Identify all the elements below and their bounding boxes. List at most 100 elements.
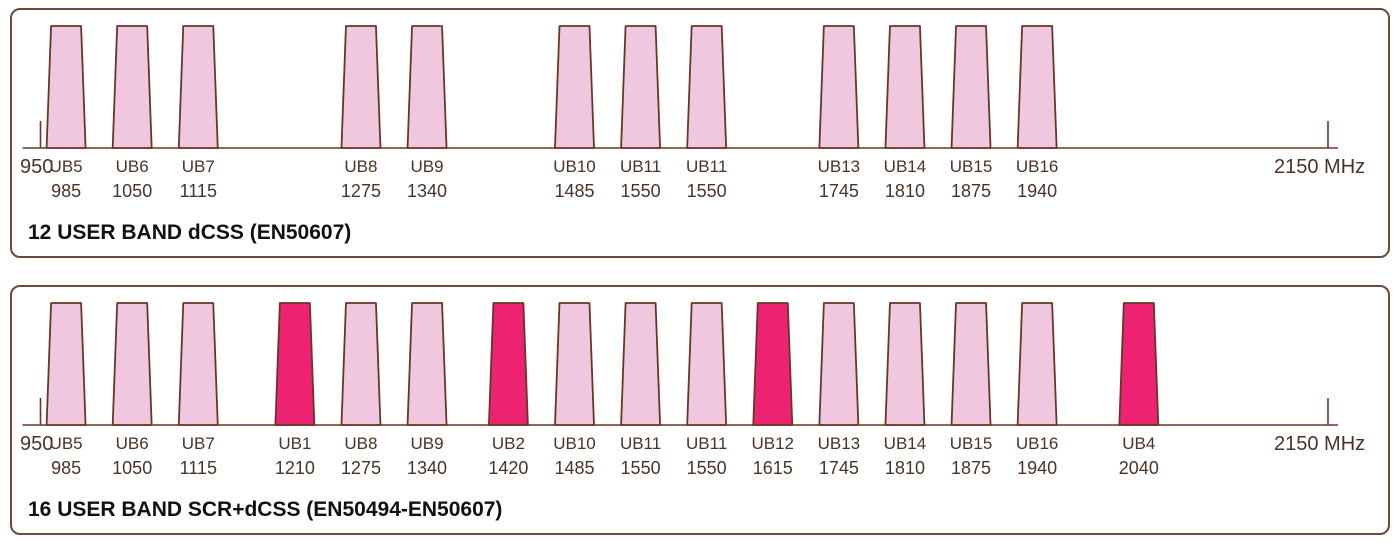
band-shape [950,302,992,426]
band-name-label: UB10 [553,157,596,176]
band-shape [686,302,728,426]
band-shape [111,302,153,426]
band-name-label: UB15 [950,434,993,453]
axis-end-label: 2150 MHz [1274,156,1365,178]
band-name-label: UB7 [182,434,215,453]
user-band-ub12: UB12 1615 [751,302,794,478]
user-band-ub13: UB13 1745 [818,302,861,478]
user-band-ub14: UB14 1810 [884,302,927,478]
band-name-label: UB12 [751,434,794,453]
band-name-label: UB1 [278,434,311,453]
band-shape [111,25,153,149]
axis-end-label: 2150 MHz [1274,433,1365,455]
band-frequency-label: 1550 [687,181,727,201]
band-frequency-label: 1050 [112,458,152,478]
band-shape [45,25,87,149]
band-name-label: UB15 [950,157,993,176]
user-band-ub11: UB11 1550 [620,25,661,201]
user-band-ub11: UB11 1550 [620,302,661,478]
user-band-ub2: UB2 1420 [487,302,529,478]
band-frequency-label: 1745 [819,458,859,478]
band-name-label: UB16 [1016,157,1059,176]
diagram-caption: 16 USER BAND SCR+dCSS (EN50494-EN50607) [28,498,503,521]
user-band-ub1: UB1 1210 [274,302,316,478]
band-shape [406,25,448,149]
band-name-label: UB2 [492,434,525,453]
band-frequency-label: 1485 [554,458,594,478]
user-band-ub15: UB15 1875 [950,25,993,201]
band-frequency-label: 985 [51,458,81,478]
user-band-ub9: UB9 1340 [406,302,448,478]
band-name-label: UB11 [620,157,661,176]
user-band-ub8: UB8 1275 [340,302,382,478]
user-band-ub16: UB16 1940 [1016,25,1059,201]
axis-start-label: 950 [20,156,53,178]
band-shape [554,302,595,426]
band-frequency-label: 1275 [341,181,381,201]
band-name-label: UB8 [344,434,377,453]
band-frequency-label: 1340 [407,181,447,201]
user-band-ub6: UB6 1050 [111,302,153,478]
band-shape [950,25,992,149]
band-shape [177,25,219,149]
band-frequency-label: 2040 [1119,458,1159,478]
band-shape [340,25,382,149]
band-shape [487,302,529,426]
band-frequency-label: 1810 [885,181,925,201]
user-band-ub6: UB6 1050 [111,25,153,201]
band-frequency-label: 1050 [112,181,152,201]
user-band-ub10: UB10 1485 [553,302,596,478]
band-shape [406,302,448,426]
band-frequency-label: 1940 [1017,458,1057,478]
band-shape [686,25,728,149]
band-frequency-label: 1940 [1017,181,1057,201]
band-frequency-label: 1810 [885,458,925,478]
band-frequency-label: 1875 [951,181,991,201]
band-name-label: UB6 [116,434,149,453]
band-name-label: UB5 [50,434,83,453]
band-frequency-label: 1550 [621,458,661,478]
band-name-label: UB13 [818,434,861,453]
band-shape [818,302,860,426]
band-name-label: UB9 [411,157,444,176]
band-shape [884,302,926,426]
band-frequency-label: 1210 [275,458,315,478]
user-band-ub9: UB9 1340 [406,25,448,201]
band-shape [1016,302,1058,426]
band-frequency-label: 1875 [951,458,991,478]
axis-start-label: 950 [20,433,53,455]
user-band-ub7: UB7 1115 [177,25,219,201]
user-band-ub14: UB14 1810 [884,25,927,201]
user-band-ub16: UB16 1940 [1016,302,1059,478]
band-name-label: UB5 [50,157,83,176]
band-frequency-label: 1275 [341,458,381,478]
band-name-label: UB14 [884,157,927,176]
user-band-ub7: UB7 1115 [177,302,219,478]
band-frequency-label: 1115 [180,458,217,478]
band-shape [620,302,661,426]
band-frequency-label: 1340 [407,458,447,478]
band-frequency-label: 1745 [819,181,859,201]
user-band-ub11: UB11 1550 [686,302,728,478]
band-name-label: UB14 [884,434,927,453]
band-shape [45,302,87,426]
band-shape [752,302,794,426]
band-frequency-label: 1485 [554,181,594,201]
user-band-ub11: UB11 1550 [686,25,728,201]
band-name-label: UB16 [1016,434,1059,453]
diagram-panel-12-band: 950 2150 MHz UB5 985 UB6 1050 UB7 1115 UB8 1275 UB… [10,8,1390,258]
user-band-ub8: UB8 1275 [340,25,382,201]
band-plan-12: 950 2150 MHzUB5985UB61050UB71115UB81275UB… [20,25,1365,201]
band-plan-16: 950 2150 MHzUB5985UB61050UB71115UB11210UB… [20,302,1365,478]
band-frequency-label: 1550 [687,458,727,478]
band-name-label: UB8 [344,157,377,176]
band-name-label: UB11 [620,434,661,453]
band-frequency-label: 985 [51,181,81,201]
band-name-label: UB11 [686,434,727,453]
band-frequency-label: 1115 [180,181,217,201]
user-band-ub4: UB4 2040 [1118,302,1160,478]
band-shape [884,25,926,149]
band-frequency-label: 1615 [753,458,793,478]
